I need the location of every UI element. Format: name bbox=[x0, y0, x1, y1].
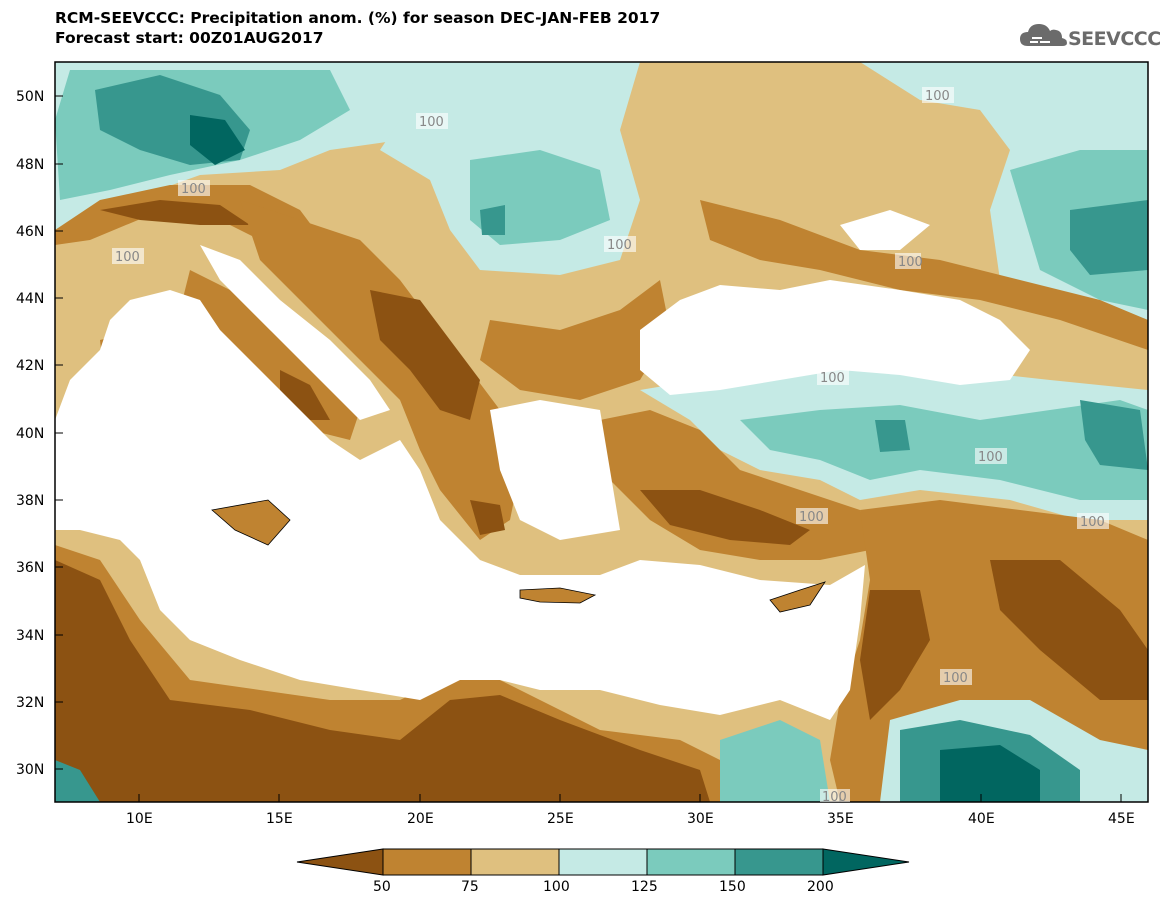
contour-label: 100 bbox=[925, 89, 950, 104]
colorbar-cell bbox=[822, 848, 910, 876]
longitude-labels: 10E 15E 20E 25E 30E 35E 40E 45E bbox=[126, 811, 1135, 827]
contour-label: 100 bbox=[978, 450, 1003, 465]
contour-label: 100 bbox=[181, 182, 206, 197]
lat-label: 38N bbox=[16, 493, 44, 509]
title-line-2: Forecast start: 00Z01AUG2017 bbox=[55, 29, 324, 47]
colorbar-cell bbox=[296, 848, 384, 876]
lon-label: 15E bbox=[266, 811, 293, 827]
wet-region-carpathian-dark bbox=[480, 205, 505, 235]
map-frame bbox=[54, 61, 1149, 803]
map-field bbox=[55, 62, 1148, 802]
sea-black bbox=[640, 280, 1030, 395]
wet-region-egypt bbox=[720, 720, 830, 802]
colorbar-cell bbox=[734, 848, 824, 876]
contour-labels: 100 100 100 100 100 100 100 100 100 100 … bbox=[112, 87, 1109, 805]
dry-region-ukraine bbox=[700, 200, 1148, 350]
dry-region-bulgaria bbox=[480, 280, 670, 400]
chart-title: RCM-SEEVCCC: Precipitation anom. (%) for… bbox=[55, 8, 660, 48]
wet-region-libya-sw bbox=[55, 760, 100, 802]
lat-label: 34N bbox=[16, 628, 44, 644]
contour-label: 100 bbox=[115, 250, 140, 265]
contour-label: 100 bbox=[799, 510, 824, 525]
title-line-1: RCM-SEEVCCC: Precipitation anom. (%) for… bbox=[55, 9, 661, 27]
wet-region-arabia-extreme bbox=[940, 745, 1040, 802]
lat-label: 46N bbox=[16, 224, 44, 240]
lat-label: 30N bbox=[16, 762, 44, 778]
contour-label: 100 bbox=[898, 255, 923, 270]
dry-region-alps-core bbox=[100, 200, 250, 225]
contour-label: 100 bbox=[943, 671, 968, 686]
lat-label: 42N bbox=[16, 358, 44, 374]
lon-label: 20E bbox=[407, 811, 434, 827]
dry-region-north-africa-core bbox=[55, 560, 710, 802]
dry-region-greece-core bbox=[470, 500, 505, 535]
colorbar-tick-label: 100 bbox=[543, 879, 570, 895]
colorbar-tick-label: 50 bbox=[373, 879, 391, 895]
sea-azov bbox=[840, 210, 930, 250]
island-sicily bbox=[211, 499, 291, 546]
wet-region-anatolia-core bbox=[740, 400, 1148, 500]
colorbar-tick-label: 150 bbox=[719, 879, 746, 895]
contour-label: 100 bbox=[820, 371, 845, 386]
dry-region-balkans bbox=[240, 200, 520, 540]
dry-region-anatolia-core bbox=[640, 490, 810, 545]
contour-label: 100 bbox=[1080, 515, 1105, 530]
colorbar-tick-label: 75 bbox=[461, 879, 479, 895]
wet-region-nw-extreme bbox=[190, 115, 245, 165]
lon-label: 10E bbox=[126, 811, 153, 827]
contour-label: 100 bbox=[822, 790, 847, 805]
colorbar-cell bbox=[470, 848, 560, 876]
sea-adriatic bbox=[200, 245, 390, 420]
dry-region-levant-core bbox=[860, 590, 930, 720]
lat-label: 40N bbox=[16, 426, 44, 442]
sea-aegean bbox=[490, 400, 620, 540]
lon-label: 45E bbox=[1108, 811, 1135, 827]
lat-label: 48N bbox=[16, 157, 44, 173]
contour-label: 100 bbox=[419, 115, 444, 130]
colorbar-tick-label: 200 bbox=[807, 879, 834, 895]
lat-label: 50N bbox=[16, 89, 44, 105]
lon-label: 40E bbox=[968, 811, 995, 827]
lon-label: 35E bbox=[827, 811, 854, 827]
colorbar-cell bbox=[382, 848, 472, 876]
latitude-labels: 50N 48N 46N 44N 42N 40N 38N 36N 34N 32N … bbox=[16, 89, 44, 778]
logo-text: SEEVCCC bbox=[1068, 28, 1161, 50]
dry-region-mesopotamia-core bbox=[990, 560, 1148, 700]
wet-region-caucasus-dark bbox=[1080, 400, 1148, 470]
axis-ticks bbox=[55, 95, 1122, 802]
lon-label: 25E bbox=[547, 811, 574, 827]
colorbar-tick-label: 125 bbox=[631, 879, 658, 895]
colorbar-cell bbox=[558, 848, 648, 876]
sea-mediterranean bbox=[55, 290, 865, 720]
lat-label: 32N bbox=[16, 695, 44, 711]
colorbar-cell bbox=[646, 848, 736, 876]
lat-label: 36N bbox=[16, 560, 44, 576]
wet-region-ne-dark bbox=[1070, 200, 1148, 275]
lon-label: 30E bbox=[687, 811, 714, 827]
dry-region-balkans-core bbox=[370, 290, 480, 420]
island-crete bbox=[519, 587, 597, 604]
colorbar: 50 75 100 125 150 200 bbox=[296, 848, 910, 895]
lat-label: 44N bbox=[16, 291, 44, 307]
island-cyprus bbox=[769, 581, 826, 613]
cloud-logo-icon bbox=[1020, 24, 1067, 46]
contour-label: 100 bbox=[607, 238, 632, 253]
wet-region-anatolia-dark bbox=[875, 420, 910, 452]
